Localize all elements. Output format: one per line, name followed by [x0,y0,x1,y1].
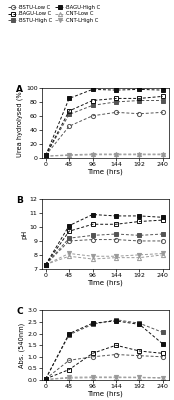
Text: B: B [16,196,23,205]
Text: A: A [16,84,23,94]
Y-axis label: Urea hydrolysed (%): Urea hydrolysed (%) [17,89,23,157]
Y-axis label: pH: pH [21,230,27,238]
X-axis label: Time (hrs): Time (hrs) [87,390,123,397]
Legend: BSTU-Low C, BAGU-Low C, BSTU-High C, BAGU-High C, CNT-Low C, CNT-LHigh C: BSTU-Low C, BAGU-Low C, BSTU-High C, BAG… [8,5,101,23]
Text: C: C [16,307,23,316]
X-axis label: Time (hrs): Time (hrs) [87,168,123,174]
X-axis label: Time (hrs): Time (hrs) [87,279,123,286]
Y-axis label: Abs. (540nm): Abs. (540nm) [18,323,25,368]
